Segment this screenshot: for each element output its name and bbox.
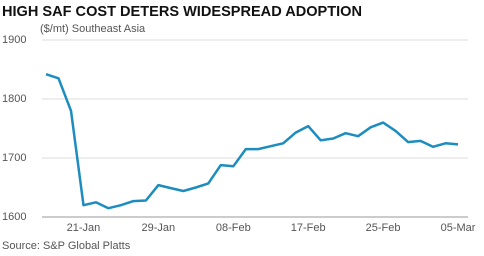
x-tick-label: 05-Mar (441, 222, 476, 234)
chart-subtitle: ($/mt) Southeast Asia (40, 23, 146, 35)
x-tick-label: 29-Jan (142, 222, 176, 234)
y-tick-label: 1700 (2, 152, 26, 164)
source-note: Source: S&P Global Platts (2, 240, 131, 252)
y-tick-label: 1900 (2, 34, 26, 46)
data-line (45, 73, 459, 210)
y-tick-label: 1800 (2, 93, 26, 105)
chart-title: HIGH SAF COST DETERS WIDESPREAD ADOPTION (2, 3, 362, 20)
x-tick-label: 08-Feb (216, 222, 251, 234)
x-tick-label: 25-Feb (366, 222, 401, 234)
y-tick-label: 1600 (2, 211, 26, 223)
x-tick-label: 21-Jan (67, 222, 101, 234)
x-tick-label: 17-Feb (291, 222, 326, 234)
